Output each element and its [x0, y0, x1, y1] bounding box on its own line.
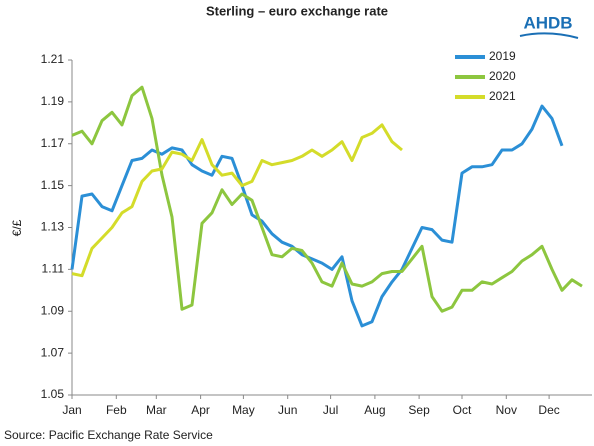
y-tick-label: 1.15 — [41, 178, 65, 192]
y-tick-label: 1.09 — [41, 303, 65, 317]
series-line — [71, 123, 403, 278]
y-tick-label: 1.21 — [41, 52, 65, 66]
y-tick-label: 1.11 — [42, 262, 65, 276]
x-tick-label: Jan — [62, 403, 81, 417]
logo-swoosh — [519, 32, 579, 39]
series-line — [71, 85, 583, 313]
x-tick-label: Dec — [538, 403, 559, 417]
x-tick-label: Jul — [323, 403, 338, 417]
x-tick-label: Sep — [408, 403, 430, 417]
y-tick-label: 1.05 — [41, 387, 65, 401]
x-tick-label: Oct — [453, 403, 472, 417]
source: Source: Pacific Exchange Rate Service — [4, 428, 213, 442]
logo: AHDB — [523, 13, 572, 32]
legend-label: 2021 — [489, 89, 516, 103]
legend-label: 2020 — [489, 69, 516, 83]
chart-title: Sterling – euro exchange rate — [206, 3, 388, 18]
x-tick-label: Nov — [496, 403, 517, 417]
x-tick-label: Aug — [364, 403, 385, 417]
y-axis-label: €/£ — [10, 219, 24, 236]
x-tick-label: Jun — [278, 403, 297, 417]
y-tick-label: 1.19 — [41, 94, 65, 108]
series-line — [70, 104, 564, 328]
x-tick-label: Apr — [191, 403, 210, 417]
x-tick-label: Mar — [146, 403, 167, 417]
y-tick-label: 1.07 — [41, 345, 65, 359]
legend-label: 2019 — [489, 49, 516, 63]
x-tick-label: May — [232, 403, 255, 417]
y-tick-label: 1.13 — [41, 220, 65, 234]
x-tick-label: Feb — [106, 403, 127, 417]
y-tick-label: 1.17 — [41, 136, 65, 150]
